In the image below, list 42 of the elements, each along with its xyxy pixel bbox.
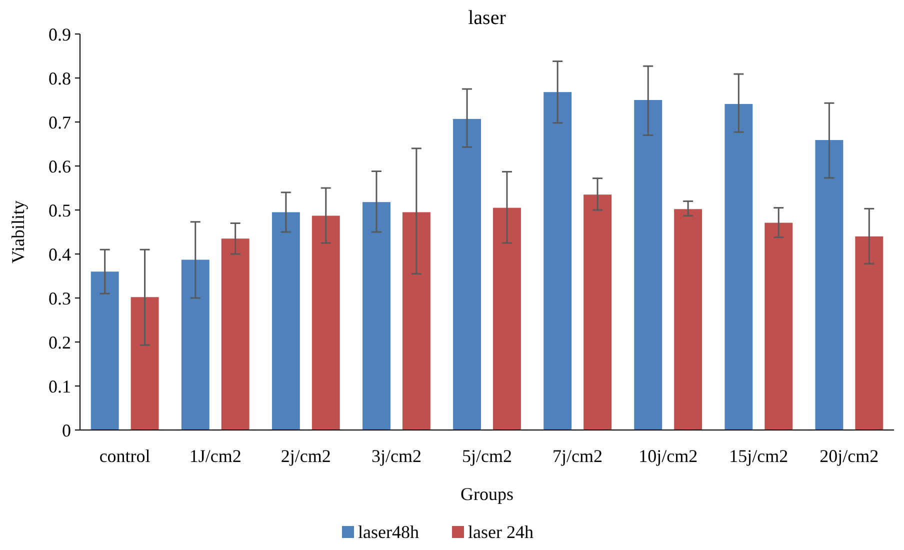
legend-label: laser 24h: [468, 522, 534, 542]
x-tick-label: 1J/cm2: [189, 446, 242, 466]
x-tick-label: 10j/cm2: [638, 446, 698, 466]
bar: [584, 194, 612, 430]
bar: [453, 118, 482, 430]
bar: [764, 222, 793, 430]
y-tick-label: 0.5: [48, 200, 71, 220]
x-tick-label: 20j/cm2: [820, 446, 879, 466]
y-tick-label: 0.4: [48, 244, 71, 264]
bar: [492, 208, 521, 430]
bar: [362, 202, 390, 430]
x-tick-label: 5j/cm2: [462, 446, 512, 466]
x-tick-label: 2j/cm2: [280, 446, 331, 466]
chart-title: laser: [468, 7, 506, 29]
y-tick-label: 0.9: [48, 24, 71, 44]
x-tick-label: control: [99, 446, 150, 466]
y-axis-title: Viability: [8, 200, 28, 264]
y-tick-label: 0.6: [48, 156, 71, 176]
bar: [724, 104, 753, 430]
bar: [402, 212, 430, 430]
bar: [634, 100, 662, 430]
x-tick-label: 7j/cm2: [552, 446, 603, 466]
legend-label: laser48h: [358, 522, 419, 542]
bar: [544, 92, 572, 430]
bar: [130, 297, 159, 430]
x-axis-title: Groups: [460, 484, 514, 504]
y-tick-label: 0.7: [48, 112, 71, 132]
y-tick-label: 0.1: [48, 376, 71, 396]
y-tick-label: 0: [62, 420, 71, 440]
y-tick-label: 0.3: [48, 288, 71, 308]
bar: [181, 260, 210, 430]
x-tick-label: 3j/cm2: [371, 446, 422, 466]
y-tick-label: 0.8: [48, 68, 71, 88]
bar: [90, 272, 119, 430]
x-tick-label: 15j/cm2: [729, 446, 788, 466]
bar: [272, 212, 300, 430]
y-tick-label: 0.2: [48, 332, 71, 352]
bar: [815, 140, 844, 430]
bar: [312, 216, 340, 430]
bar: [855, 236, 884, 430]
bar: [674, 209, 702, 430]
bar: [221, 238, 250, 430]
